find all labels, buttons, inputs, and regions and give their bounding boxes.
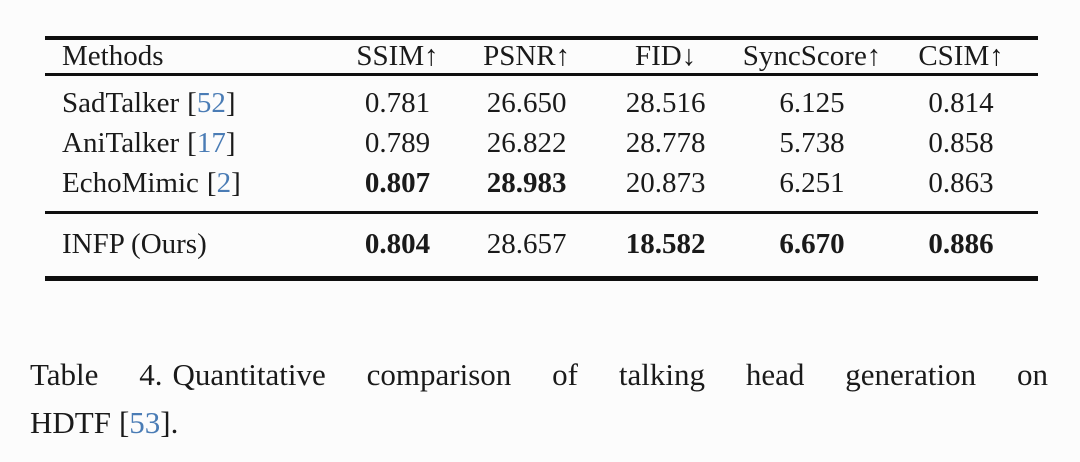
cell-psnr: 26.650	[462, 75, 591, 124]
metric-value: 0.789	[364, 127, 431, 159]
citation-link[interactable]: 2	[216, 167, 232, 199]
metric-value: 0.886	[928, 228, 994, 260]
col-header-ssim: SSIM↑	[332, 38, 463, 76]
citation: [2]	[207, 167, 241, 199]
cell-fid: 28.778	[591, 123, 740, 163]
bracket-close: ]	[231, 167, 241, 199]
method-name: EchoMimic	[62, 167, 199, 199]
metric-value: 0.863	[928, 167, 994, 199]
metric-value: 28.516	[625, 87, 706, 119]
citation-link[interactable]: 53	[129, 405, 161, 440]
metric-value: 26.822	[486, 127, 567, 159]
metric-value: 0.807	[364, 167, 431, 199]
metric-value: 18.582	[625, 228, 706, 260]
bracket-close: ]	[225, 127, 236, 159]
caption-period: .	[170, 405, 179, 440]
metric-value: 5.738	[779, 127, 845, 159]
method-cell: SadTalker [52]	[45, 75, 333, 124]
caption-label: Table 4.	[30, 357, 163, 392]
cell-csim: 0.858	[884, 123, 1038, 163]
cell-fid: 18.582	[591, 213, 740, 279]
bracket-open: [	[206, 167, 217, 199]
caption-text: Quantitative comparison of talking head …	[172, 357, 1048, 392]
results-table-container: Methods SSIM↑ PSNR↑ FID↓ SyncScore↑ CSIM…	[45, 36, 1038, 281]
cell-ssim: 0.804	[333, 213, 462, 279]
method-cell: EchoMimic [2]	[45, 163, 333, 213]
caption-line-2: HDTF [53].	[30, 399, 1048, 447]
bracket-close: ]	[160, 405, 171, 440]
cell-ssim: 0.789	[333, 123, 462, 163]
method-cell: INFP (Ours)	[45, 213, 333, 279]
col-header-psnr: PSNR↑	[462, 38, 592, 76]
method-cell: AniTalker [17]	[45, 123, 333, 163]
cell-syncscore: 6.670	[740, 213, 884, 279]
metric-value: 0.814	[928, 87, 994, 119]
method-name: INFP (Ours)	[62, 228, 207, 260]
col-header-csim: CSIM↑	[884, 38, 1038, 76]
cell-fid: 28.516	[591, 75, 740, 124]
col-header-methods: Methods	[45, 38, 333, 76]
citation: [17]	[187, 127, 235, 159]
method-name: AniTalker	[62, 127, 180, 159]
cell-csim: 0.886	[884, 213, 1038, 279]
metric-value: 28.778	[625, 127, 706, 159]
citation: [52]	[187, 87, 235, 119]
cell-fid: 20.873	[591, 163, 740, 213]
cell-psnr: 28.657	[462, 213, 591, 279]
cell-psnr: 26.822	[462, 123, 591, 163]
metric-value: 0.858	[928, 127, 994, 159]
metric-value: 6.251	[779, 167, 845, 199]
metric-value: 28.983	[486, 167, 567, 199]
table-row-anitalker: AniTalker [17] 0.789 26.822 28.778 5.738 …	[45, 123, 1038, 163]
cell-syncscore: 6.251	[740, 163, 884, 213]
metric-value: 6.670	[779, 228, 845, 260]
bracket-open: [	[187, 127, 197, 159]
caption-line-1: Table 4. Quantitative comparison of talki…	[30, 351, 1048, 399]
cell-ssim: 0.781	[333, 75, 462, 124]
caption-text: HDTF	[30, 405, 111, 440]
table-row-infp-ours: INFP (Ours) 0.804 28.657 18.582 6.670 0.…	[45, 213, 1038, 279]
table-row-echomimic: EchoMimic [2] 0.807 28.983 20.873 6.251 0…	[45, 163, 1038, 213]
cell-csim: 0.814	[884, 75, 1038, 124]
metric-value: 0.781	[364, 87, 431, 119]
metric-value: 0.804	[364, 228, 431, 260]
cell-csim: 0.863	[884, 163, 1038, 213]
table-row-sadtalker: SadTalker [52] 0.781 26.650 28.516 6.125 …	[45, 75, 1038, 124]
cell-syncscore: 6.125	[740, 75, 884, 124]
metric-value: 6.125	[779, 87, 845, 119]
citation: [53]	[119, 405, 171, 440]
citation-link[interactable]: 52	[196, 87, 226, 119]
citation-link[interactable]: 17	[196, 127, 226, 159]
col-header-syncscore: SyncScore↑	[740, 38, 885, 76]
bracket-close: ]	[225, 87, 236, 119]
metric-value: 26.650	[486, 87, 567, 119]
bracket-open: [	[118, 405, 130, 440]
cell-ssim: 0.807	[333, 163, 462, 213]
cell-psnr: 28.983	[462, 163, 591, 213]
results-table: Methods SSIM↑ PSNR↑ FID↓ SyncScore↑ CSIM…	[45, 36, 1038, 281]
comparison-rows: SadTalker [52] 0.781 26.650 28.516 6.125 …	[45, 75, 1038, 213]
col-header-fid: FID↓	[591, 38, 741, 76]
metric-value: 20.873	[625, 167, 706, 199]
method-name: SadTalker	[62, 87, 180, 119]
table-caption: Table 4. Quantitative comparison of talki…	[30, 351, 1048, 447]
ours-row-section: INFP (Ours) 0.804 28.657 18.582 6.670 0.…	[45, 213, 1038, 279]
cell-syncscore: 5.738	[740, 123, 884, 163]
bracket-open: [	[187, 87, 197, 119]
metric-value: 28.657	[486, 228, 567, 260]
table-header-row: Methods SSIM↑ PSNR↑ FID↓ SyncScore↑ CSIM…	[45, 38, 1038, 76]
